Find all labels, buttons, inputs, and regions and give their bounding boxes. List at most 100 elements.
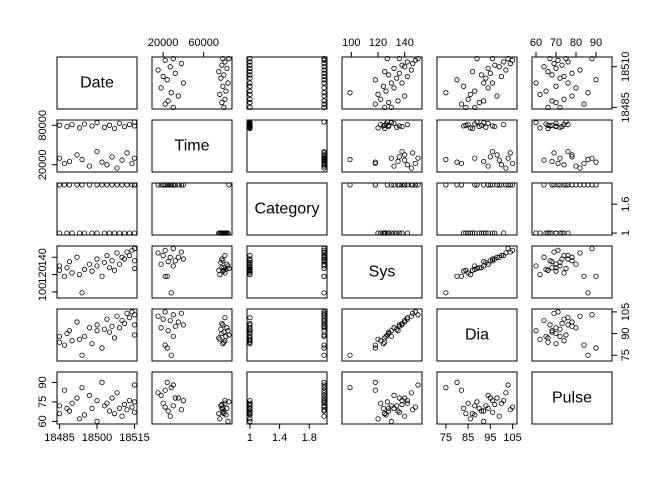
point [458, 273, 465, 279]
point [585, 290, 591, 296]
point [247, 322, 253, 328]
point [175, 254, 181, 260]
point [396, 230, 402, 236]
point [180, 80, 186, 86]
point [396, 182, 402, 188]
point [547, 230, 553, 236]
point [69, 270, 75, 276]
point [109, 323, 115, 329]
panel-border [341, 182, 423, 236]
point [547, 56, 553, 62]
point [155, 390, 161, 396]
point [178, 182, 184, 188]
point [219, 62, 225, 68]
point [386, 330, 392, 337]
variable-name: Sys [369, 264, 396, 281]
point [219, 99, 225, 106]
point [472, 230, 478, 236]
point [469, 230, 476, 236]
point [549, 230, 555, 236]
point [321, 247, 327, 253]
point [321, 73, 327, 80]
point [321, 390, 327, 396]
point [577, 67, 583, 73]
point [545, 267, 551, 273]
point [131, 322, 138, 328]
point [321, 150, 327, 156]
point [247, 335, 253, 341]
point [533, 263, 539, 269]
point [247, 91, 253, 97]
point [158, 261, 164, 267]
point [131, 123, 138, 129]
point [543, 88, 549, 94]
point [402, 64, 408, 70]
point [223, 412, 229, 418]
point [104, 252, 110, 259]
variable-name: Category [255, 201, 320, 218]
panel-border [341, 371, 423, 425]
variable-name: Time [175, 138, 210, 155]
point [321, 67, 327, 73]
x-tick-label: 20000 [148, 37, 179, 49]
point [167, 413, 173, 419]
point [162, 404, 168, 410]
point [461, 268, 467, 274]
point [89, 123, 95, 129]
point [225, 418, 231, 424]
point [321, 384, 327, 391]
point [119, 413, 125, 419]
point [404, 400, 410, 406]
point [226, 265, 232, 272]
point [410, 407, 416, 413]
point [412, 160, 418, 167]
point [247, 72, 253, 78]
point [467, 416, 473, 422]
point [170, 104, 176, 110]
point [404, 59, 410, 65]
point [247, 83, 253, 89]
point [131, 409, 138, 415]
point [129, 309, 135, 315]
point [561, 338, 567, 344]
point [478, 122, 485, 128]
point [218, 75, 224, 81]
point [111, 125, 118, 132]
point [537, 91, 543, 97]
panel-border [151, 371, 233, 425]
point [593, 182, 599, 188]
point [221, 265, 227, 271]
point [549, 328, 555, 334]
point [216, 69, 222, 75]
point [410, 310, 416, 316]
point [155, 313, 161, 319]
point [129, 160, 135, 167]
point [94, 322, 100, 328]
point [443, 90, 449, 96]
point [483, 124, 489, 130]
point [589, 155, 595, 161]
point [86, 163, 93, 169]
point [247, 341, 253, 347]
point [124, 407, 130, 413]
point [321, 155, 327, 161]
point [218, 326, 224, 332]
point [218, 403, 224, 409]
point [223, 88, 229, 94]
point [247, 265, 253, 271]
x-tick-label: 105 [503, 432, 521, 444]
point [386, 405, 392, 411]
point [485, 85, 491, 91]
point [402, 317, 408, 324]
x-tick-label: 85 [462, 432, 474, 444]
point [380, 123, 386, 129]
point [76, 271, 83, 278]
point [382, 104, 388, 110]
point [577, 165, 583, 171]
point [170, 403, 176, 409]
point [573, 163, 579, 169]
point [247, 328, 253, 334]
point [505, 246, 511, 252]
point [503, 165, 509, 171]
x-tick-label: 120 [369, 37, 387, 49]
